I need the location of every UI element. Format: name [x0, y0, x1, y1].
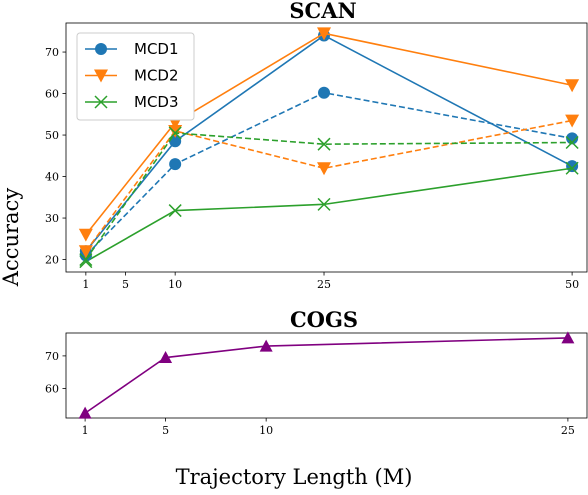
scan-x-tick-label: 1 — [82, 278, 89, 291]
cogs-plot-area — [78, 331, 575, 419]
cogs-axes-frame — [65, 332, 588, 419]
chart-title-cogs: COGS — [290, 307, 358, 332]
cogs-series-0-line — [84, 337, 568, 414]
scan-series-0-point — [566, 160, 579, 173]
cogs-x-tick-label: 1 — [82, 424, 89, 437]
legend-marker-1 — [94, 69, 108, 83]
cogs-ticks: 1 5 10 25 60 70 — [45, 332, 588, 437]
scan-series-2-point — [168, 204, 182, 218]
scan-y-tick-label: 20 — [45, 254, 59, 267]
scan-y-tick-label: 30 — [45, 212, 59, 225]
scan-series-5-point — [168, 126, 182, 140]
scan-series-1-point — [565, 79, 580, 93]
cogs-x-tick-label: 5 — [162, 424, 169, 437]
chart-title-scan: SCAN — [289, 0, 356, 23]
scan-series-1-point — [78, 228, 93, 242]
legend-marker-0 — [95, 43, 107, 55]
scan-series-2-point — [565, 161, 579, 175]
cogs-series-0-point — [259, 339, 273, 352]
cogs-x-tick-label: 25 — [561, 424, 575, 437]
scan-series-4-line — [85, 119, 573, 252]
scan-series-3-point — [318, 86, 331, 99]
scan-series-5-point — [79, 253, 93, 267]
scan-series-5-line — [85, 132, 573, 261]
cogs-x-tick-label: 10 — [259, 424, 273, 437]
scan-series-4-point — [317, 162, 332, 176]
scan-x-tick-label: 10 — [168, 278, 182, 291]
scan-series-5-point — [565, 135, 579, 150]
scan-ticks: 1 5 10 25 50 20 30 40 50 60 70 — [45, 22, 588, 291]
legend-label-2: MCD3 — [134, 93, 179, 111]
scan-series-3-point — [169, 158, 182, 171]
scan-series-3-line — [85, 91, 573, 256]
x-axis-label: Trajectory Length (M) — [176, 465, 413, 489]
scan-y-tick-label: 50 — [45, 129, 59, 142]
scan-series-2-point — [317, 197, 331, 211]
cogs-series-0-point — [159, 351, 173, 364]
cogs-y-tick-label: 60 — [45, 383, 59, 396]
scan-series-5-point — [317, 137, 331, 151]
scan-x-tick-label: 50 — [565, 278, 579, 291]
scan-series-3-point — [566, 132, 579, 145]
y-axis-label: Accuracy — [0, 188, 23, 288]
scan-y-tick-label: 60 — [45, 88, 59, 101]
cogs-y-tick-label: 70 — [45, 350, 59, 363]
scan-x-tick-label: 25 — [317, 278, 331, 291]
scan-axes-frame — [65, 22, 588, 273]
scan-series-4-point — [168, 124, 183, 138]
scan-x-tick-label: 5 — [122, 278, 129, 291]
legend: MCD1 MCD2 MCD3 — [76, 32, 195, 121]
legend-box — [76, 32, 195, 121]
scan-series-1-point — [317, 27, 332, 41]
scan-y-tick-label: 70 — [45, 46, 59, 59]
legend-marker-2 — [94, 95, 108, 109]
scan-series-2-line — [85, 167, 573, 263]
scan-plot-area — [78, 27, 580, 269]
scan-series-4-point — [78, 245, 93, 259]
legend-label-0: MCD1 — [134, 40, 179, 58]
cogs-series-0-point — [561, 331, 575, 344]
legend-label-1: MCD2 — [134, 67, 179, 85]
scan-series-4-point — [565, 114, 580, 128]
scan-series-1-line — [85, 32, 573, 236]
scan-y-tick-label: 40 — [45, 171, 59, 184]
cogs-series-0-point — [78, 406, 92, 419]
